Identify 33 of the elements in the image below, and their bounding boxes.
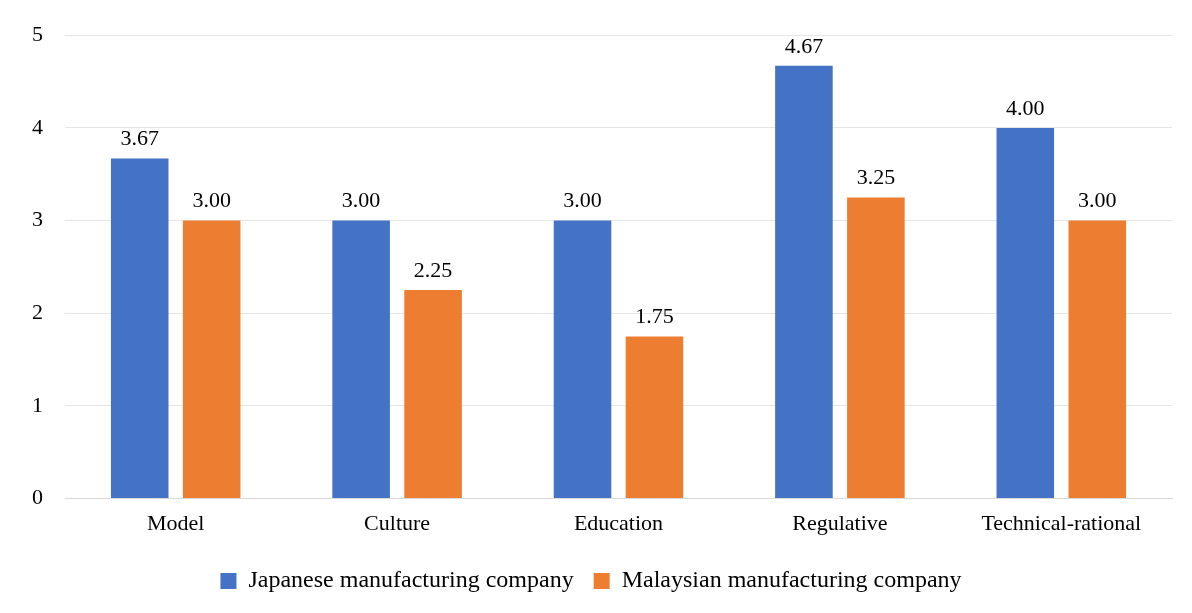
- x-tick-label: Technical-rational: [981, 509, 1142, 535]
- bar: [996, 127, 1055, 499]
- data-label: 3.25: [856, 164, 896, 190]
- data-label: 3.00: [341, 187, 381, 213]
- y-tick-label: 1: [32, 391, 43, 417]
- bar: [404, 290, 462, 499]
- bar: [775, 65, 833, 499]
- data-label: 3.00: [1078, 187, 1117, 213]
- bar: [553, 220, 612, 499]
- y-tick-label: 4: [32, 113, 43, 139]
- x-tick-label: Model: [146, 509, 205, 535]
- legend-label: Malaysian manufacturing company: [621, 566, 962, 593]
- y-tick-label: 2: [32, 299, 43, 325]
- y-tick-label: 3: [32, 206, 43, 232]
- x-tick-label: Regulative: [792, 509, 888, 535]
- data-label: 1.75: [635, 303, 674, 329]
- bar: [1068, 220, 1127, 499]
- data-label: 4.67: [784, 32, 824, 58]
- y-tick-label: 0: [32, 484, 43, 510]
- data-label: 3.67: [120, 125, 159, 151]
- y-tick-label: 5: [32, 20, 43, 46]
- x-tick-label: Culture: [364, 509, 431, 535]
- legend-label: Japanese manufacturing company: [248, 566, 574, 593]
- bar: [332, 220, 390, 499]
- data-label: 2.25: [413, 256, 453, 282]
- bar: [110, 158, 169, 499]
- data-label: 3.00: [192, 187, 231, 213]
- data-label: 4.00: [1006, 94, 1045, 120]
- data-label: 3.00: [563, 187, 602, 213]
- x-tick-label: Education: [573, 509, 664, 535]
- bar: [847, 197, 905, 499]
- bar: [182, 220, 241, 499]
- bar: [625, 336, 684, 499]
